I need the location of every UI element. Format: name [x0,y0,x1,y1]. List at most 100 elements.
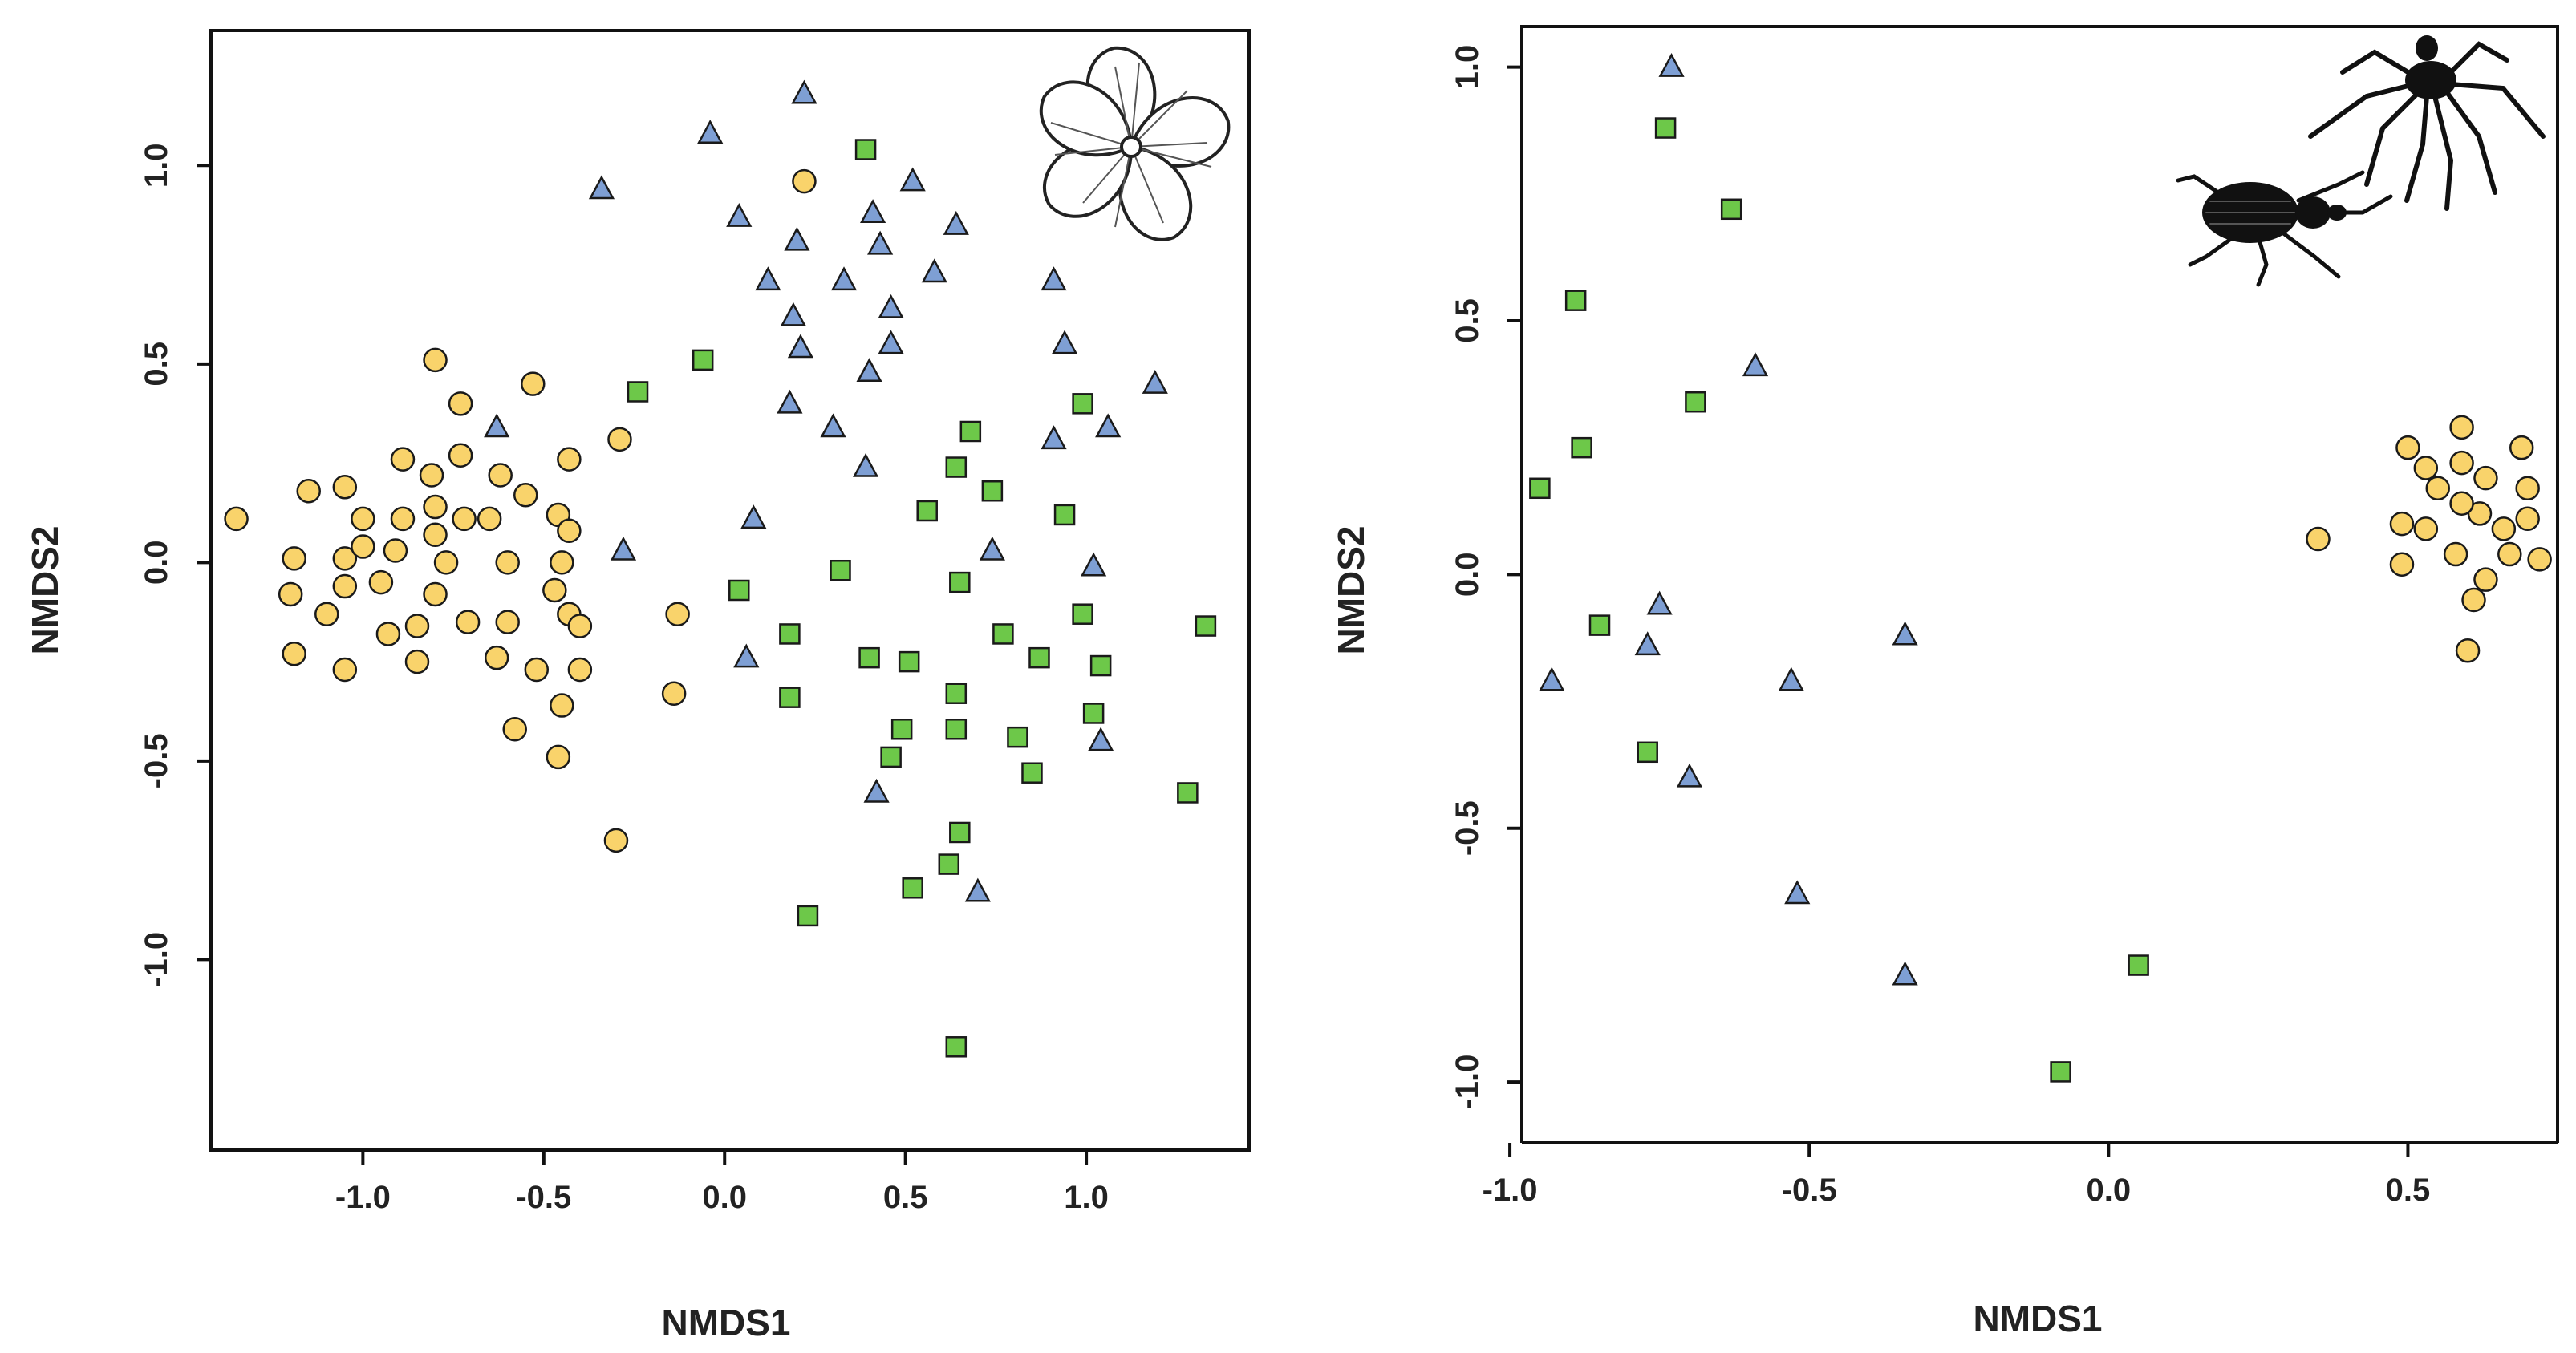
left-square-point [1072,393,1093,415]
spider-icon [2308,35,2546,211]
left-panel: -1.0 -0.5 0.0 0.5 1.0 -1.0 -0.5 0.0 0.5 1.0 NMDS… [24,29,1251,1343]
left-circle-point [484,645,509,670]
left-circle-point [282,641,306,666]
left-triangle-point [780,302,806,326]
left-square-point [902,877,923,899]
left-circle-point [550,693,574,718]
left-circle-point [296,478,321,504]
left-triangle-point [1142,369,1168,394]
left-square-point [1053,504,1076,526]
left-triangle-point [1095,413,1122,438]
left-triangle-point [791,79,817,104]
left-square-point [949,571,971,593]
right-x-tick-label: -1.0 [1483,1173,1538,1208]
left-circle-point [423,494,448,520]
left-circle-point [433,550,459,575]
left-square-point [779,687,801,708]
right-triangle-point [1646,590,1673,615]
left-square-point [880,746,902,768]
left-circle-point [792,168,817,194]
left-triangle-point [755,266,781,291]
left-triangle-point [943,210,969,235]
left-circle-point [332,657,358,683]
left-circle-point [495,610,520,634]
left-circle-point [521,371,546,396]
left-triangle-point [787,334,814,359]
left-square-point [992,623,1014,645]
right-circle-point [2497,541,2522,567]
left-circle-point [567,614,593,638]
right-plot-frame [1520,25,2559,1143]
right-circle-point [2413,516,2439,541]
left-triangle-point [1041,425,1067,450]
left-circle-point [390,506,416,532]
right-circle-point [2491,516,2517,541]
left-circle-point [448,391,473,416]
left-triangle-point [726,203,753,227]
right-triangle-point [1658,52,1685,77]
left-triangle-point [878,294,904,318]
left-circle-point [607,427,632,452]
left-circle-point [390,447,416,472]
right-circle-point [2527,547,2552,572]
right-square-point [1588,614,1611,636]
left-circle-point [278,581,303,607]
left-triangle-point [1088,727,1114,751]
left-square-point [830,559,851,581]
left-triangle-point [588,175,615,200]
right-x-ticks: -1.0 -0.5 0.0 0.5 [1483,1143,2431,1208]
right-x-tick-label: 0.5 [2386,1173,2431,1208]
left-y-tick-label: 0.5 [139,342,174,387]
left-square-point [1007,726,1028,748]
right-triangle-point [1634,631,1661,656]
left-square-point [938,853,960,875]
left-x-tick-label: -0.5 [516,1180,571,1215]
left-circle-point [502,717,527,742]
right-y-tick-label: 0.0 [1450,553,1485,598]
right-triangle-point [1892,961,1918,986]
left-circle-point [542,577,567,603]
right-y-tick-label: 1.0 [1450,45,1485,90]
right-triangle-point [1892,621,1918,646]
left-circle-point [423,522,448,547]
left-circle-point [423,347,448,373]
left-square-point [916,500,938,522]
left-circle-point [557,447,582,472]
right-square-point [1720,198,1742,221]
left-x-tick-label: -1.0 [335,1180,391,1215]
left-square-point [797,905,819,927]
left-circle-point [448,443,473,468]
left-square-point [890,719,913,740]
left-triangle-point [860,199,886,223]
left-triangle-point [964,877,991,902]
right-square-point [2050,1061,2071,1083]
left-square-point [959,420,982,443]
left-triangle-point [740,504,767,529]
left-square-point [1177,782,1199,804]
right-square-point [1685,391,1706,413]
left-square-point [1021,762,1043,784]
left-y-ticks: -1.0 -0.5 0.0 0.5 1.0 [139,144,211,987]
left-triangle-point [733,643,760,668]
flower-icon [1039,46,1231,241]
left-triangle-point [899,167,926,192]
left-circle-point [488,463,513,488]
left-plot-frame [209,29,1251,1152]
right-circle-point [2395,435,2420,460]
right-square-point [2128,954,2149,976]
right-x-tick-label: -0.5 [1782,1173,1837,1208]
left-square-point [898,650,920,673]
right-circle-point [2473,567,2498,592]
right-y-ticks: -1.0 -0.5 0.0 0.5 1.0 [1450,45,1522,1110]
left-circle-point [557,518,582,543]
left-square-point [949,821,971,844]
right-circle-point [2389,552,2415,577]
right-triangle-point [1784,880,1811,905]
left-circle-point [351,534,375,559]
left-x-axis-label: NMDS1 [661,1302,790,1343]
left-triangle-point [921,258,947,283]
left-circle-point [603,828,629,853]
right-circle-point [2449,415,2474,440]
left-triangle-point [484,413,510,438]
